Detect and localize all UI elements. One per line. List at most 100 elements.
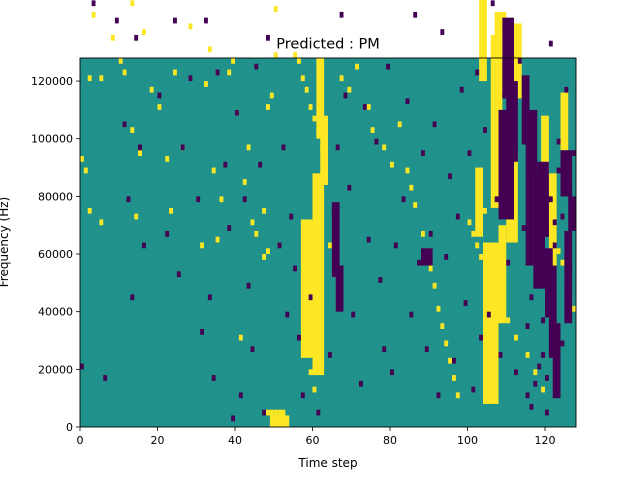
- heatmap-cell-high: [246, 144, 251, 151]
- heatmap-cell-low: [560, 150, 573, 197]
- heatmap-cell-low: [533, 277, 538, 283]
- chart-title: Predicted : PM: [276, 37, 379, 53]
- heatmap-cell-low: [521, 75, 530, 145]
- heatmap-cell-high: [165, 156, 170, 162]
- heatmap-cell-low: [479, 334, 484, 341]
- heatmap-cell-low: [196, 196, 201, 203]
- heatmap-cell-low: [165, 230, 170, 237]
- heatmap-cell-high: [428, 265, 433, 272]
- heatmap-cell-low: [409, 311, 414, 318]
- heatmap-cell-high: [440, 323, 445, 329]
- heatmap-cell-high: [130, 0, 135, 7]
- heatmap-cell-low: [401, 196, 406, 203]
- heatmap-cell-low: [494, 196, 499, 203]
- heatmap-cell-low: [122, 121, 127, 128]
- heatmap-cell-high: [254, 230, 259, 237]
- heatmap-cell-low: [552, 242, 557, 249]
- y-tick-label: 120000: [31, 75, 73, 88]
- heatmap-cell-low: [316, 409, 321, 416]
- heatmap-cell-high: [436, 305, 441, 312]
- heatmap-cell-low: [405, 98, 410, 105]
- heatmap-cell-low: [564, 230, 573, 324]
- heatmap-cell-low: [568, 265, 573, 272]
- plot-frame: [79, 57, 577, 428]
- heatmap-cell-low: [188, 75, 193, 82]
- x-tick-label: 20: [151, 434, 165, 447]
- heatmap-cell-high: [548, 173, 557, 266]
- heatmap-cell-high: [455, 392, 460, 399]
- heatmap-cell-low: [545, 230, 549, 237]
- heatmap-cell-low: [130, 294, 135, 301]
- heatmap-cell-high: [355, 63, 360, 70]
- heatmap-cell-high: [409, 184, 414, 191]
- heatmap-cell-low: [328, 352, 332, 358]
- y-tick-label: 80000: [38, 190, 73, 203]
- heatmap-cell-high: [142, 29, 146, 35]
- heatmap-cell-low: [421, 248, 433, 266]
- heatmap-cell-high: [525, 352, 530, 358]
- heatmap-cell-high: [130, 127, 135, 133]
- heatmap-cell-low: [347, 184, 352, 191]
- heatmap-cell-low: [541, 317, 546, 324]
- heatmap-cell-high: [269, 92, 274, 99]
- heatmap-cell-high: [471, 230, 476, 237]
- x-tick-label: 80: [383, 434, 397, 447]
- heatmap-cell-low: [266, 34, 270, 41]
- heatmap-cell-low: [529, 403, 534, 410]
- heatmap-cell-high: [111, 34, 115, 41]
- heatmap-cell-low: [436, 392, 441, 399]
- heatmap-cell-low: [366, 236, 371, 243]
- heatmap-cell-high: [231, 58, 236, 64]
- heatmap-cell-high: [452, 375, 456, 381]
- heatmap-cell-low: [428, 230, 433, 237]
- heatmap-cell-high: [312, 386, 317, 393]
- heatmap-cell-low: [448, 173, 453, 180]
- heatmap-cell-high: [413, 202, 418, 208]
- heatmap-cell-high: [483, 207, 487, 214]
- heatmap-cell-high: [80, 156, 84, 162]
- heatmap-cell-high: [188, 23, 193, 30]
- heatmap-cell-high: [242, 179, 247, 185]
- heatmap-cell-high: [215, 236, 220, 243]
- heatmap-cell-low: [459, 86, 464, 93]
- heatmap-cell-high: [382, 144, 387, 151]
- heatmap-cell-high: [118, 58, 123, 64]
- heatmap-cell-low: [564, 86, 569, 93]
- heatmap-cell-low: [417, 259, 422, 266]
- heatmap-cell-high: [99, 219, 104, 226]
- heatmap-cell-low: [537, 363, 542, 370]
- heatmap-cell-low: [545, 375, 549, 381]
- heatmap-cell-low: [142, 242, 146, 249]
- heatmap-cell-high: [250, 219, 255, 226]
- heatmap-cell-low: [514, 369, 518, 376]
- heatmap-cell-low: [537, 282, 542, 289]
- heatmap-cell-high: [467, 219, 472, 226]
- heatmap-cell-high: [297, 58, 301, 64]
- heatmap-cell-low: [80, 363, 84, 370]
- heatmap-cell-low: [157, 92, 162, 99]
- heatmap-cell-high: [370, 127, 375, 133]
- heatmap-cell-high: [87, 75, 92, 82]
- heatmap-cell-high: [339, 75, 344, 82]
- heatmap-cell-low: [537, 254, 542, 260]
- heatmap-cell-low: [242, 196, 247, 203]
- heatmap-cell-low: [525, 323, 530, 329]
- x-tick-label: 120: [535, 434, 556, 447]
- heatmap-cell-low: [231, 415, 236, 422]
- heatmap-cell-low: [386, 63, 391, 70]
- heatmap-cell-low: [238, 392, 243, 399]
- heatmap-cell-high: [262, 207, 267, 214]
- heatmap-cell-low: [533, 380, 538, 387]
- heatmap-cell-high: [320, 144, 325, 151]
- heatmap-cell-high: [390, 161, 394, 168]
- heatmap-cell-high: [514, 334, 518, 341]
- heatmap-cell-low: [564, 179, 569, 185]
- heatmap-cell-high: [483, 242, 499, 404]
- heatmap-cell-high: [486, 271, 491, 278]
- heatmap-cell-low: [293, 265, 298, 272]
- heatmap-cell-low: [180, 144, 185, 151]
- heatmap-cell-high: [316, 127, 321, 133]
- heatmap-cell-low: [521, 225, 526, 231]
- heatmap-cell-low: [289, 213, 294, 220]
